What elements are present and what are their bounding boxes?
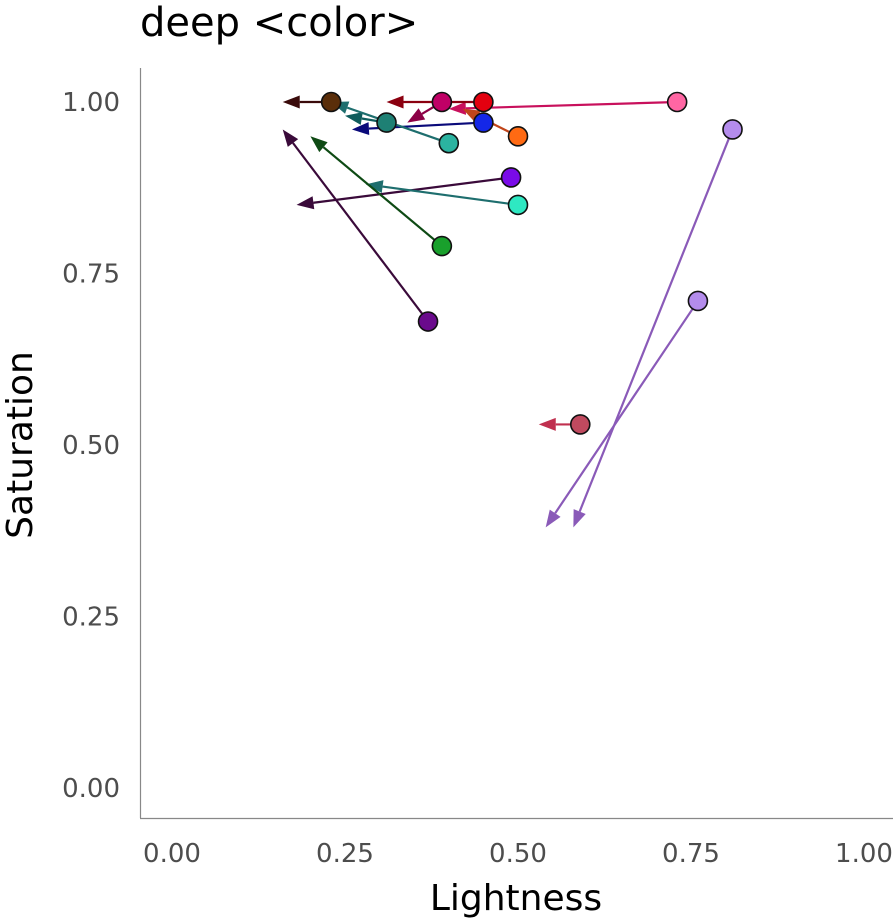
arrow-head xyxy=(365,180,384,194)
data-point xyxy=(507,126,529,147)
arrow-line xyxy=(382,185,519,206)
x-tick-label: 0.50 xyxy=(489,839,547,869)
arrow-head xyxy=(545,509,561,528)
arrow-line xyxy=(346,106,450,145)
arrow-line xyxy=(578,129,734,512)
data-point xyxy=(473,91,494,113)
data-point xyxy=(431,91,453,113)
y-tick-label: 0.50 xyxy=(62,431,120,461)
x-tick-label: 0.25 xyxy=(316,839,374,869)
y-tick-label: 0.25 xyxy=(62,603,120,633)
arrow-head xyxy=(345,112,363,125)
arrow-line xyxy=(554,300,699,514)
arrow-head xyxy=(538,417,556,431)
arrow-head xyxy=(296,196,315,210)
x-tick-label: 1.00 xyxy=(835,839,893,869)
chart-title: deep <color> xyxy=(140,0,418,46)
arrow-layer xyxy=(282,95,734,528)
x-axis-label: Lightness xyxy=(430,878,602,919)
data-point xyxy=(376,112,397,133)
x-tick-label: 0.75 xyxy=(662,839,720,869)
y-axis-label: Saturation xyxy=(0,351,41,539)
data-point xyxy=(438,132,460,154)
data-point xyxy=(687,290,709,312)
data-point xyxy=(473,112,494,133)
data-point xyxy=(431,235,453,257)
data-point xyxy=(417,311,439,332)
arrow-head xyxy=(448,101,466,115)
y-tick-labels: 0.00 0.25 0.50 0.75 1.00 xyxy=(62,88,120,804)
arrow-line xyxy=(322,146,443,247)
y-tick-label: 1.00 xyxy=(62,88,120,118)
data-point xyxy=(507,194,529,216)
arrow-head xyxy=(351,122,370,136)
y-tick-label: 0.00 xyxy=(62,774,120,804)
data-point xyxy=(569,414,591,435)
data-point xyxy=(320,91,342,113)
arrow-head xyxy=(386,95,404,109)
point-layer xyxy=(320,91,743,435)
arrow-head xyxy=(573,509,586,528)
data-point xyxy=(666,91,688,113)
arrow-head xyxy=(282,129,299,147)
arrow-line xyxy=(465,100,678,110)
x-tick-label: 0.00 xyxy=(143,839,201,869)
arrow-line xyxy=(292,142,429,323)
data-point xyxy=(500,167,522,188)
y-tick-label: 0.75 xyxy=(62,260,120,290)
arrow-head xyxy=(282,95,300,109)
arrow-head xyxy=(407,108,426,123)
x-tick-labels: 0.00 0.25 0.50 0.75 1.00 xyxy=(143,839,893,869)
arrow-head xyxy=(310,136,328,153)
data-point xyxy=(722,119,743,140)
